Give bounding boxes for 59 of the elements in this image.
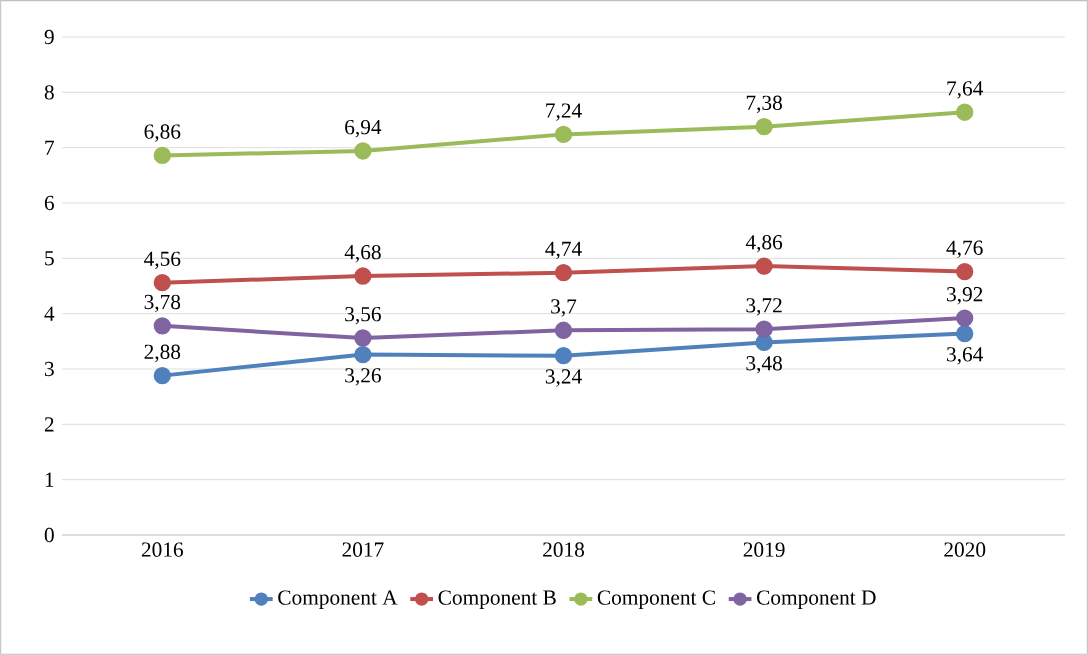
legend-label: Component A — [278, 590, 398, 610]
data-label: 3,56 — [345, 307, 381, 325]
data-label: 3,92 — [947, 287, 983, 305]
data-label: 4,74 — [545, 241, 582, 260]
point — [755, 320, 773, 338]
point — [956, 324, 974, 343]
data-label: 3,78 — [144, 294, 181, 313]
x-tick-label: 2016 — [141, 542, 184, 557]
x-tick-label: 2018 — [543, 542, 585, 557]
data-label: 2,88 — [144, 344, 181, 363]
point — [153, 274, 171, 292]
legend-label: Component B — [438, 590, 556, 610]
data-label: 3,26 — [345, 368, 381, 386]
point — [354, 142, 372, 160]
y-tick-label: 4 — [44, 306, 55, 321]
point — [554, 347, 573, 365]
point — [354, 345, 372, 364]
point — [956, 309, 974, 327]
data-label: 4,68 — [344, 244, 381, 263]
data-label: 3,64 — [947, 347, 984, 365]
point — [755, 333, 773, 352]
data-label: 3,7 — [551, 299, 577, 317]
data-label: 3,72 — [746, 298, 782, 316]
y-tick-label: 7 — [45, 140, 55, 155]
point — [153, 317, 171, 335]
data-label: 6,86 — [144, 124, 181, 142]
point — [354, 267, 372, 285]
x-tick-label: 2020 — [944, 542, 986, 557]
y-tick-label: 9 — [44, 29, 54, 45]
data-label: 4,56 — [144, 251, 181, 270]
data-label: 3,24 — [545, 369, 582, 387]
point — [554, 264, 573, 282]
point — [153, 146, 171, 165]
y-tick-label: 3 — [44, 361, 54, 377]
point — [153, 366, 171, 385]
point — [554, 125, 573, 144]
y-tick-label: 1 — [45, 472, 54, 487]
point — [956, 262, 974, 281]
legend-label: Component C — [597, 590, 715, 610]
point — [354, 329, 372, 347]
point — [956, 103, 974, 121]
legend-label: Component D — [757, 590, 876, 610]
point — [554, 321, 573, 339]
data-label: 3,48 — [746, 356, 782, 374]
x-tick-label: 2019 — [743, 542, 785, 557]
data-label: 4,76 — [946, 240, 983, 258]
data-label: 6,94 — [345, 119, 382, 138]
data-label: 7,64 — [947, 81, 984, 99]
y-tick-label: 0 — [44, 527, 54, 543]
data-label: 7,38 — [746, 95, 782, 114]
point — [755, 117, 773, 136]
point — [755, 257, 773, 275]
y-tick-label: 2 — [44, 417, 54, 432]
data-label: 4,86 — [745, 235, 783, 253]
y-tick-label: 5 — [45, 251, 54, 266]
data-label: 7,24 — [546, 103, 582, 121]
x-tick-label: 2017 — [342, 542, 384, 557]
y-tick-label: 8 — [44, 85, 54, 100]
y-tick-label: 6 — [44, 195, 54, 211]
